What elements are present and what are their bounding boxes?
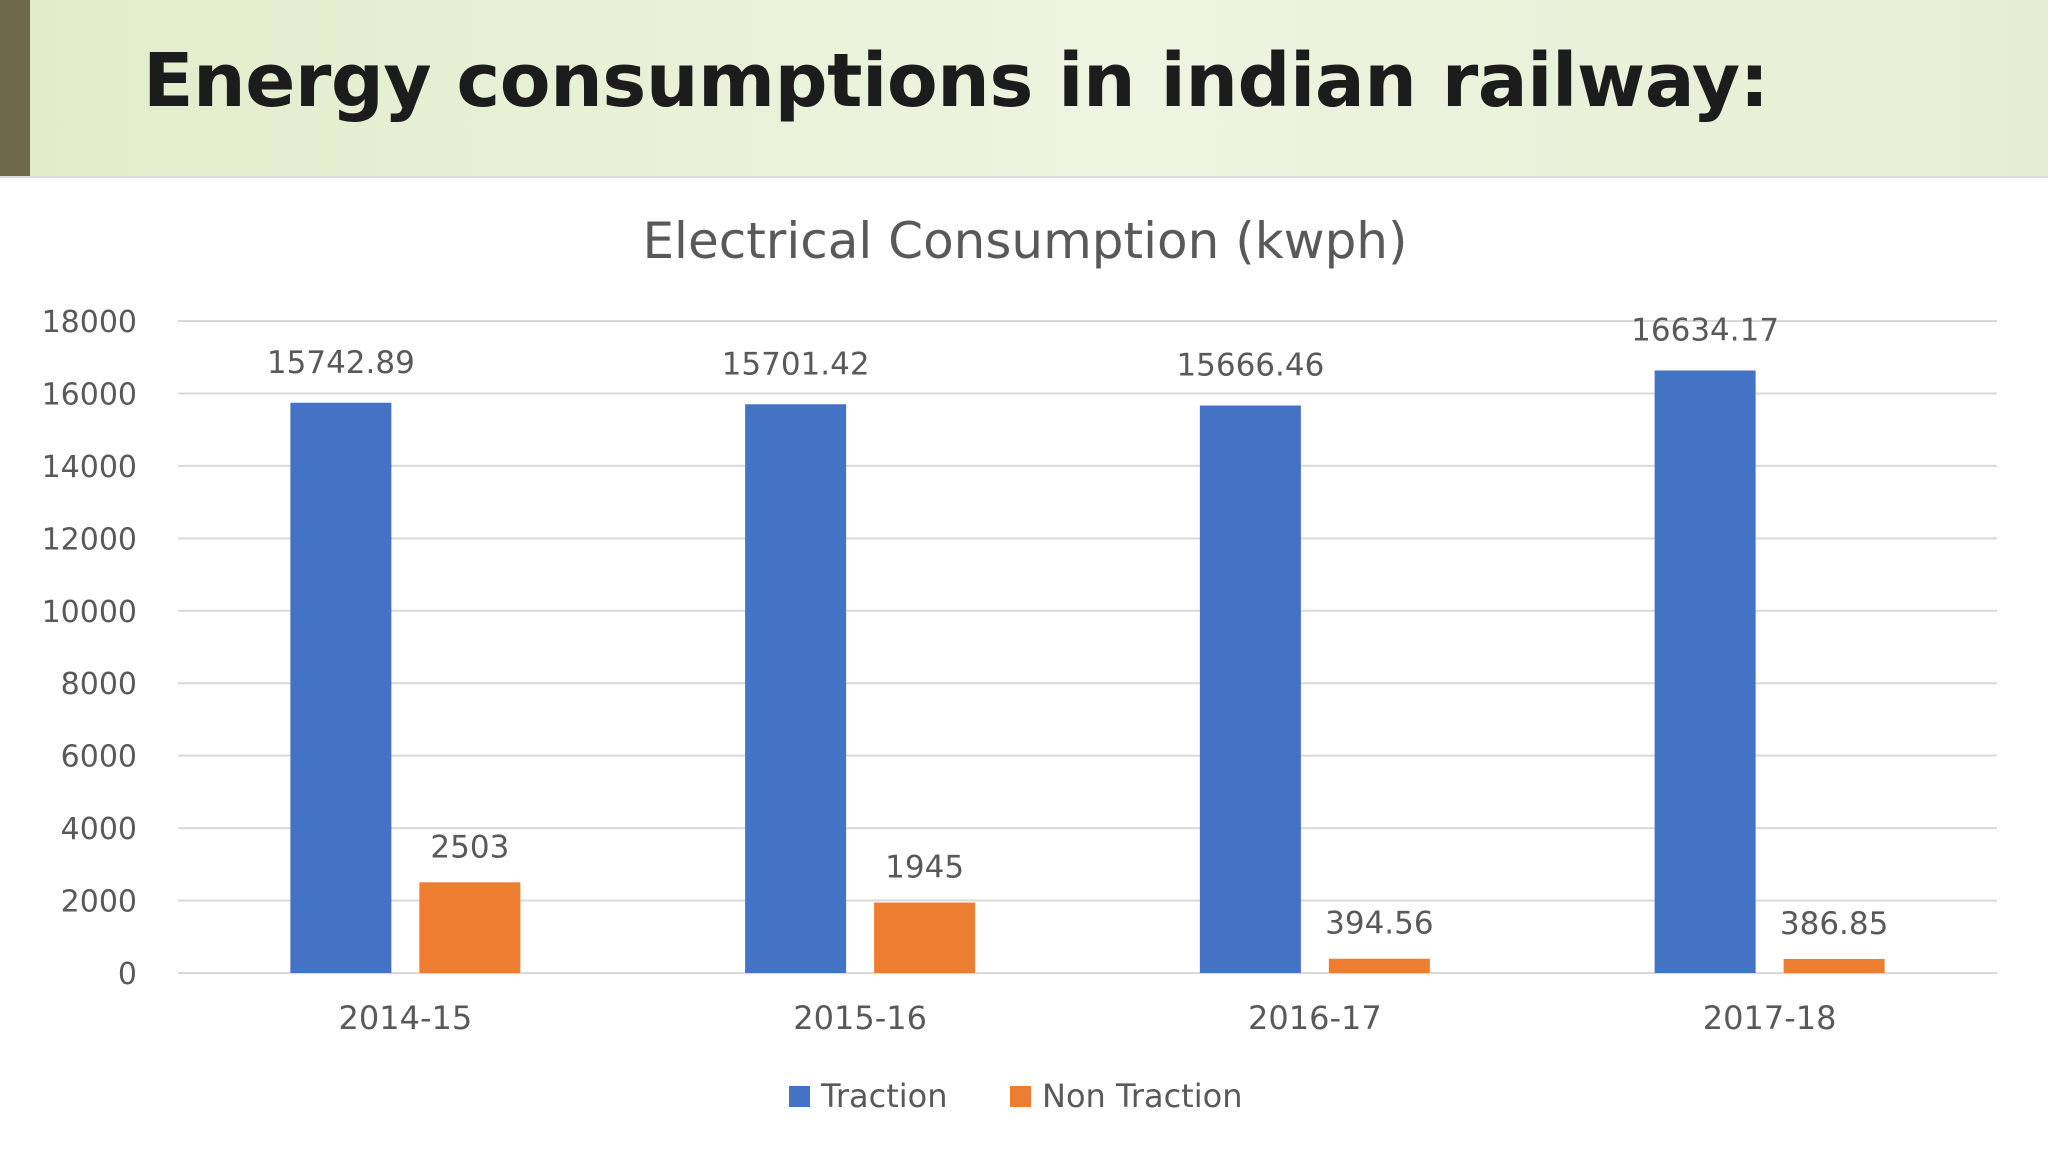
y-tick-label: 10000: [42, 595, 137, 630]
legend-label: Non Traction: [1042, 1077, 1242, 1115]
bar-non-traction: [1328, 958, 1430, 973]
legend-label: Traction: [820, 1077, 948, 1115]
chart-panel: Electrical Consumption (kwph) 0 2000 4000 6…: [0, 176, 2048, 1154]
x-axis-ticks: 2014-15 2015-16 2016-17 2017-18: [339, 999, 1837, 1037]
y-tick-label: 16000: [42, 377, 137, 412]
bar-traction: [1199, 405, 1301, 973]
data-label: 1945: [885, 850, 964, 886]
legend-swatch-traction: [789, 1086, 810, 1107]
data-label: 15742.89: [267, 345, 415, 381]
slide-title: Energy consumptions in indian railway:: [143, 38, 1769, 124]
data-label: 16634.17: [1631, 312, 1779, 348]
bar-non-traction: [874, 902, 976, 973]
bar-traction: [745, 404, 847, 974]
y-tick-label: 0: [118, 957, 137, 992]
y-tick-label: 2000: [61, 885, 137, 920]
y-tick-label: 6000: [61, 740, 137, 775]
data-label: 386.85: [1780, 906, 1888, 942]
data-label: 394.56: [1325, 906, 1433, 942]
legend-swatch-non-traction: [1010, 1086, 1031, 1107]
data-label: 2503: [430, 829, 509, 865]
accent-bar: [0, 0, 30, 176]
bar-non-traction: [1783, 958, 1885, 973]
data-labels: 15742.89 2503 15701.42 1945 15666.46 394.56 16…: [267, 312, 1888, 942]
bar-traction: [290, 402, 392, 973]
data-label: 15701.42: [722, 346, 870, 382]
slide-header: Energy consumptions in indian railway:: [0, 0, 2048, 176]
bar-non-traction: [419, 882, 521, 973]
bar-chart: Electrical Consumption (kwph) 0 2000 4000 6…: [42, 212, 1997, 1115]
x-tick-label: 2017-18: [1703, 999, 1837, 1037]
chart-title: Electrical Consumption (kwph): [642, 212, 1407, 270]
y-axis-ticks: 0 2000 4000 6000 8000 10000 12000 14000 16000 180…: [42, 305, 137, 992]
legend: Traction Non Traction: [789, 1077, 1242, 1115]
bar-traction: [1654, 370, 1756, 973]
data-label: 15666.46: [1176, 348, 1324, 384]
x-tick-label: 2014-15: [339, 999, 473, 1037]
y-tick-label: 12000: [42, 522, 137, 557]
x-tick-label: 2016-17: [1248, 999, 1382, 1037]
y-tick-label: 14000: [42, 450, 137, 485]
x-tick-label: 2015-16: [793, 999, 927, 1037]
y-tick-label: 18000: [42, 305, 137, 340]
y-tick-label: 8000: [61, 667, 137, 702]
bars: [290, 370, 1885, 974]
y-tick-label: 4000: [61, 812, 137, 847]
